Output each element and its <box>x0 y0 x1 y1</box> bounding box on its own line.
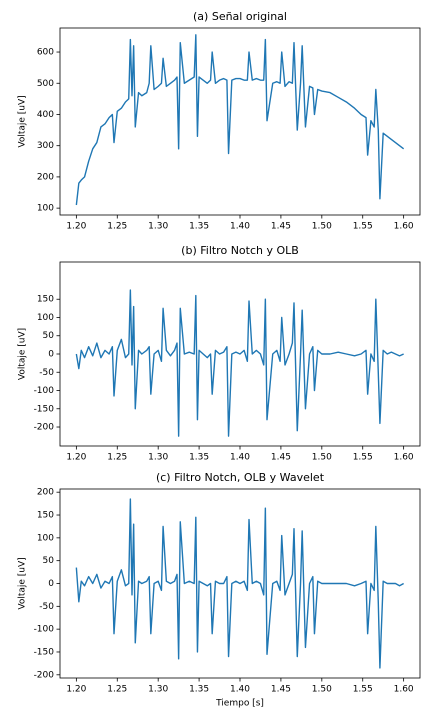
y-tick-label: 600 <box>37 48 54 58</box>
x-tick-label: 1.50 <box>312 453 332 463</box>
y-tick-label: 100 <box>37 313 54 323</box>
chart-title: (a) Señal original <box>193 10 287 23</box>
y-tick-label: 400 <box>37 110 54 120</box>
x-tick-label: 1.50 <box>312 685 332 695</box>
chart-title: (c) Filtro Notch, OLB y Wavelet <box>156 471 325 484</box>
y-axis-label: Voltaje [uV] <box>18 557 28 609</box>
x-tick-label: 1.25 <box>107 453 127 463</box>
axes-frame <box>59 261 421 447</box>
x-tick-label: 1.25 <box>107 685 127 695</box>
y-tick-label: 50 <box>43 331 55 341</box>
x-tick-label: 1.20 <box>66 685 86 695</box>
x-tick-label: 1.30 <box>148 685 168 695</box>
x-tick-label: 1.35 <box>189 453 209 463</box>
y-tick-label: -150 <box>34 647 55 657</box>
x-tick-label: 1.20 <box>66 453 86 463</box>
x-tick-label: 1.20 <box>66 222 86 232</box>
x-tick-label: 1.55 <box>353 222 373 232</box>
x-tick-label: 1.55 <box>353 685 373 695</box>
y-tick-label: 150 <box>37 295 54 305</box>
x-tick-label: 1.45 <box>271 685 291 695</box>
y-axis-label: Voltaje [uV] <box>18 328 28 380</box>
x-axis-label: Tiempo [s] <box>215 699 264 709</box>
x-tick-label: 1.40 <box>230 685 250 695</box>
x-tick-label: 1.60 <box>394 685 414 695</box>
x-tick-label: 1.35 <box>189 685 209 695</box>
y-tick-label: -50 <box>39 602 54 612</box>
y-tick-label: -50 <box>39 368 54 378</box>
x-tick-label: 1.40 <box>230 453 250 463</box>
y-tick-label: 0 <box>48 579 54 589</box>
y-tick-label: 200 <box>37 488 54 498</box>
chart-title: (b) Filtro Notch y OLB <box>181 244 299 257</box>
signal-line <box>75 34 405 206</box>
x-tick-label: 1.60 <box>394 222 414 232</box>
x-tick-label: 1.40 <box>230 222 250 232</box>
y-tick-label: 300 <box>37 141 54 151</box>
x-tick-label: 1.60 <box>394 453 414 463</box>
x-tick-label: 1.45 <box>271 222 291 232</box>
x-tick-label: 1.45 <box>271 453 291 463</box>
axes-frame <box>59 488 421 679</box>
y-axis-label: Voltaje [uV] <box>18 95 28 147</box>
x-tick-label: 1.55 <box>353 453 373 463</box>
y-tick-label: 50 <box>43 556 55 566</box>
y-tick-label: 150 <box>37 511 54 521</box>
axes-frame <box>59 27 421 216</box>
signal-line <box>75 289 404 437</box>
x-tick-label: 1.35 <box>189 222 209 232</box>
y-tick-label: -200 <box>34 423 55 433</box>
x-tick-label: 1.30 <box>148 222 168 232</box>
y-tick-label: -100 <box>34 386 55 396</box>
y-tick-label: 100 <box>37 533 54 543</box>
x-tick-label: 1.50 <box>312 222 332 232</box>
y-tick-label: -200 <box>34 670 55 680</box>
y-tick-label: 200 <box>37 172 54 182</box>
y-tick-label: 0 <box>48 350 54 360</box>
y-tick-label: -100 <box>34 625 55 635</box>
x-tick-label: 1.30 <box>148 453 168 463</box>
signal-line <box>75 498 404 669</box>
y-tick-label: 500 <box>37 79 54 89</box>
y-tick-label: -150 <box>34 404 55 414</box>
x-tick-label: 1.25 <box>107 222 127 232</box>
y-tick-label: 100 <box>37 204 54 214</box>
